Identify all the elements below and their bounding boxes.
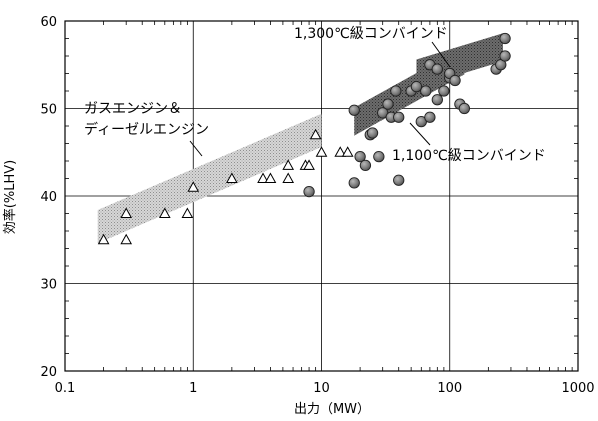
annotation-gas-2: ディーゼルエンジン <box>84 121 209 138</box>
data-point-circle <box>420 85 432 97</box>
data-point-circle <box>303 185 315 198</box>
data-point-circle <box>458 102 471 115</box>
annotation-1100: 1,100℃級コンバインド <box>392 148 546 164</box>
data-point-circle <box>393 111 405 123</box>
annotation-gas-1: ガスエンジン＆ <box>84 101 182 117</box>
markers <box>97 32 511 245</box>
data-point-circle <box>390 85 402 97</box>
y-tick-label: 50 <box>40 103 57 118</box>
plot-frame <box>64 20 579 372</box>
data-point-circle <box>499 50 511 62</box>
data-point-circle <box>410 80 423 93</box>
data-point-triangle <box>97 233 110 245</box>
band <box>97 113 322 244</box>
leader-1100 <box>409 122 431 146</box>
y-tick-label: 30 <box>40 278 57 293</box>
ticks <box>65 21 578 371</box>
data-point-triangle <box>264 172 277 183</box>
leader-gas <box>189 140 203 157</box>
data-point-triangle <box>158 207 171 218</box>
data-point-triangle <box>282 159 295 170</box>
x-tick-label: 0.1 <box>55 381 76 396</box>
data-point-circle <box>449 74 461 87</box>
y-axis-title: 効率(%LHV) <box>2 160 18 234</box>
data-point-circle <box>354 150 366 163</box>
data-point-triangle <box>257 172 269 183</box>
data-point-triangle <box>309 128 322 140</box>
data-point-circle <box>393 174 405 186</box>
data-point-circle <box>348 104 360 116</box>
data-point-circle <box>382 98 394 110</box>
data-point-circle <box>438 85 450 97</box>
annotation-1300: 1,300℃級コンバインド <box>294 26 448 42</box>
data-point-circle <box>348 177 360 189</box>
leader-1300 <box>431 41 451 68</box>
tick-labels: 0.1 1 10 100 1000 20 30 40 50 60 <box>40 15 594 396</box>
data-point-circle <box>424 111 436 123</box>
data-point-triangle <box>303 159 315 170</box>
x-axis-title: 出力（MW） <box>294 402 370 417</box>
data-point-triangle <box>120 207 133 218</box>
data-point-circle <box>359 159 372 172</box>
data-point-triangle <box>187 181 200 192</box>
data-point-triangle <box>315 146 328 157</box>
data-point-triangle <box>226 172 238 183</box>
data-point-circle <box>431 63 443 75</box>
x-tick-label: 1 <box>189 381 197 396</box>
data-point-triangle <box>341 146 354 157</box>
bands <box>97 33 503 244</box>
data-point-triangle <box>282 172 295 183</box>
data-point-triangle <box>334 146 347 157</box>
y-tick-label: 20 <box>40 365 57 380</box>
data-point-circle <box>499 32 511 45</box>
data-point-triangle <box>120 233 133 245</box>
data-point-circle <box>366 127 379 139</box>
data-point-circle <box>373 150 385 163</box>
x-tick-label: 100 <box>437 381 462 396</box>
x-tick-label: 1000 <box>561 381 594 396</box>
y-tick-label: 60 <box>40 15 57 30</box>
x-tick-label: 10 <box>313 381 330 396</box>
data-point-triangle <box>181 207 194 218</box>
y-tick-label: 40 <box>40 190 57 205</box>
data-point-circle <box>431 94 443 106</box>
